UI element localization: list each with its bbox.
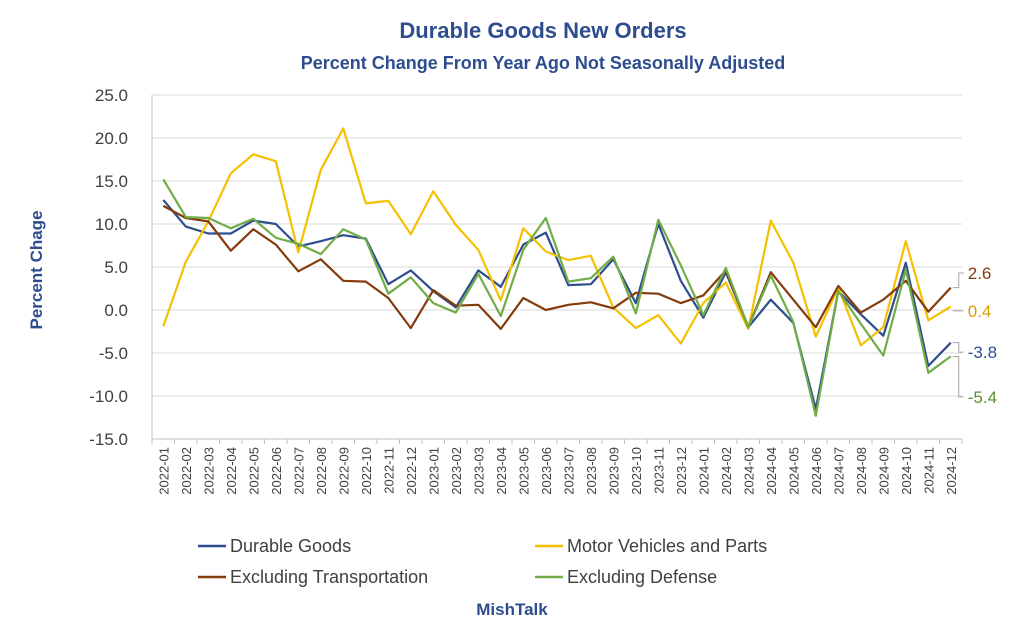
end-label-durable-goods: -3.8 — [968, 343, 997, 362]
y-tick-label: -5.0 — [99, 344, 128, 363]
y-tick-label: 10.0 — [95, 215, 128, 234]
end-label-leader — [952, 355, 964, 398]
x-tick-label: 2023-08 — [584, 447, 599, 495]
y-axis-label: Percent Chage — [27, 210, 46, 329]
end-labels: 2.6 0.4 -3.8 -5.4 — [952, 264, 997, 407]
x-tick-label: 2024-12 — [944, 447, 959, 495]
x-tick-label: 2022-04 — [224, 447, 239, 495]
x-tick-label: 2024-10 — [899, 447, 914, 495]
series-line-motor-vehicles-and-parts — [162, 127, 952, 347]
x-tick-label: 2022-03 — [201, 447, 216, 495]
x-tick-label: 2022-09 — [336, 447, 351, 495]
x-tick-label: 2024-01 — [696, 447, 711, 495]
y-tick-label: -15.0 — [89, 430, 128, 449]
x-tick-label: 2024-06 — [809, 447, 824, 495]
legend: Durable Goods Motor Vehicles and Parts Exc… — [198, 536, 767, 587]
y-tick-label: 15.0 — [95, 172, 128, 191]
x-tick-label: 2022-12 — [404, 447, 419, 495]
x-tick-label: 2024-11 — [921, 447, 936, 494]
x-tick-label: 2022-10 — [359, 447, 374, 495]
end-label-excluding-defense: -5.4 — [968, 388, 997, 407]
x-tick-label: 2023-11 — [651, 447, 666, 494]
x-tick-label: 2024-07 — [831, 447, 846, 495]
x-tick-label: 2022-07 — [291, 447, 306, 495]
y-tick-label: 20.0 — [95, 129, 128, 148]
x-axis-ticks: 2022-01 2022-02 2022-03 2022-04 2022-05 2022-… — [151, 439, 963, 495]
x-tick-label: 2022-01 — [156, 447, 171, 495]
x-tick-label: 2022-06 — [269, 447, 284, 495]
series-line-excluding-defense — [162, 178, 952, 417]
end-label-leader — [952, 342, 964, 353]
series-line-excluding-transportation — [162, 204, 952, 330]
x-tick-label: 2024-03 — [741, 447, 756, 495]
series-lines — [162, 127, 952, 417]
x-tick-label: 2024-05 — [786, 447, 801, 495]
x-tick-label: 2023-10 — [629, 447, 644, 495]
end-label-leader — [952, 272, 964, 289]
end-label-excluding-transportation: 2.6 — [968, 264, 992, 283]
x-tick-label: 2024-04 — [764, 447, 779, 495]
y-tick-label: -10.0 — [89, 387, 128, 406]
legend-label-durable-goods: Durable Goods — [230, 536, 351, 556]
series-line-durable-goods — [162, 199, 952, 410]
legend-label-motor-vehicles-and-parts: Motor Vehicles and Parts — [567, 536, 767, 556]
x-tick-label: 2023-05 — [516, 447, 531, 495]
legend-label-excluding-transportation: Excluding Transportation — [230, 567, 428, 587]
source-label: MishTalk — [476, 600, 548, 619]
x-tick-label: 2022-11 — [381, 447, 396, 494]
x-tick-label: 2024-02 — [719, 447, 734, 495]
x-tick-label: 2022-08 — [314, 447, 329, 495]
chart-title: Durable Goods New Orders — [399, 18, 686, 43]
x-tick-label: 2023-07 — [561, 447, 576, 495]
x-tick-label: 2022-02 — [179, 447, 194, 495]
y-tick-label: 0.0 — [104, 301, 128, 320]
x-tick-label: 2023-09 — [606, 447, 621, 495]
x-tick-label: 2024-08 — [854, 447, 869, 495]
y-axis-ticks: 25.0 20.0 15.0 10.0 5.0 0.0 -5.0 -10.0 -15.0 — [89, 86, 128, 449]
x-tick-label: 2023-02 — [449, 447, 464, 495]
x-tick-label: 2023-06 — [539, 447, 554, 495]
end-label-motor-vehicles-and-parts: 0.4 — [968, 302, 992, 321]
x-tick-label: 2023-01 — [426, 447, 441, 495]
chart-subtitle: Percent Change From Year Ago Not Seasona… — [301, 53, 785, 73]
x-tick-label: 2023-12 — [674, 447, 689, 495]
x-tick-label: 2022-05 — [246, 447, 261, 495]
gridlines — [151, 94, 962, 440]
y-tick-label: 25.0 — [95, 86, 128, 105]
x-tick-label: 2023-04 — [494, 447, 509, 495]
x-tick-label: 2023-03 — [471, 447, 486, 495]
legend-label-excluding-defense: Excluding Defense — [567, 567, 717, 587]
x-tick-label: 2024-09 — [876, 447, 891, 495]
y-tick-label: 5.0 — [104, 258, 128, 277]
